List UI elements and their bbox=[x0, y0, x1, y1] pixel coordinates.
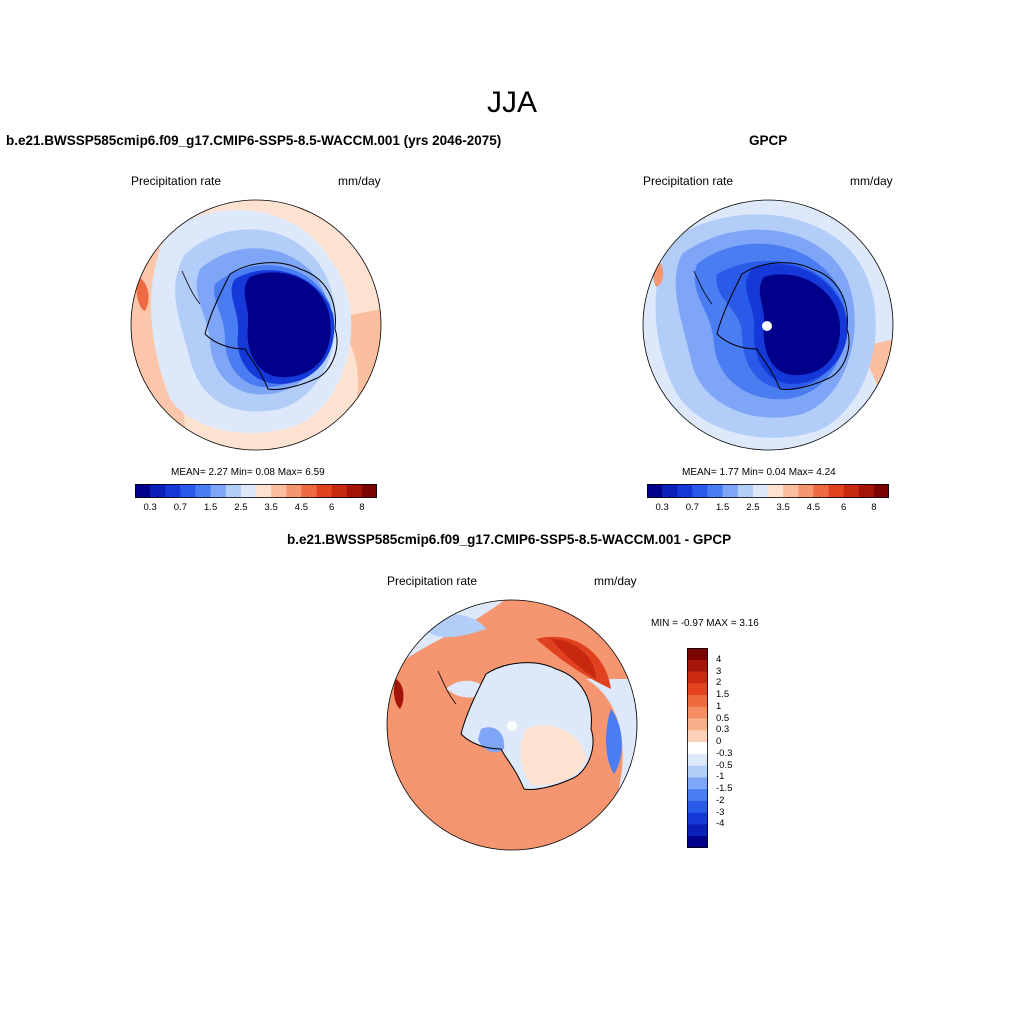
colorbar-swatch bbox=[687, 765, 708, 778]
colorbar-swatch bbox=[271, 484, 287, 498]
diff-precip-map bbox=[386, 599, 638, 851]
colorbar-tick-label: 6 bbox=[328, 502, 335, 513]
colorbar-swatch bbox=[316, 484, 332, 498]
colorbar-tick-label: 0.3 bbox=[143, 502, 157, 513]
colorbar-tick-label: -1.5 bbox=[716, 783, 733, 795]
colorbar-tick-label: 3.5 bbox=[264, 502, 278, 513]
colorbar-swatch bbox=[737, 484, 754, 498]
colorbar-tick-label: 0.7 bbox=[173, 502, 187, 513]
colorbar-swatch bbox=[240, 484, 257, 498]
colorbar-swatch bbox=[687, 718, 708, 731]
colorbar-swatch bbox=[813, 484, 829, 498]
colorbar-tick-label: 4.5 bbox=[294, 502, 308, 513]
colorbar-swatch bbox=[687, 812, 708, 825]
colorbar-swatch bbox=[768, 484, 784, 498]
colorbar-tick-label: 2.5 bbox=[746, 502, 760, 513]
colorbar-swatch bbox=[210, 484, 227, 498]
colorbar-swatch bbox=[687, 753, 708, 766]
colorbar-swatch bbox=[828, 484, 844, 498]
colorbar-swatch bbox=[873, 484, 889, 498]
model-stats: MEAN= 2.27 Min= 0.08 Max= 6.59 bbox=[171, 467, 325, 478]
obs-units-label: mm/day bbox=[850, 174, 893, 188]
colorbar-swatch bbox=[752, 484, 769, 498]
model-precip-map bbox=[130, 199, 382, 451]
colorbar-swatch bbox=[687, 742, 708, 755]
colorbar-swatch bbox=[195, 484, 211, 498]
model-colorbar bbox=[135, 484, 377, 498]
model-units-label: mm/day bbox=[338, 174, 381, 188]
colorbar-swatch bbox=[687, 777, 708, 790]
colorbar-swatch bbox=[687, 800, 708, 814]
colorbar-tick-label: 6 bbox=[840, 502, 847, 513]
obs-colorbar bbox=[647, 484, 889, 498]
diff-stats: MIN = -0.97 MAX = 3.16 bbox=[651, 618, 759, 629]
colorbar-tick-label: 0.3 bbox=[716, 724, 730, 736]
colorbar-tick-label: 1.5 bbox=[716, 502, 730, 513]
colorbar-tick-label: 8 bbox=[359, 502, 365, 513]
colorbar-swatch bbox=[256, 484, 272, 498]
colorbar-swatch bbox=[135, 484, 151, 498]
colorbar-tick-label: 8 bbox=[871, 502, 877, 513]
figure-title: JJA bbox=[486, 86, 537, 119]
colorbar-swatch bbox=[687, 706, 708, 719]
colorbar-swatch bbox=[687, 836, 708, 848]
model-panel-title: b.e21.BWSSP585cmip6.f09_g17.CMIP6-SSP5-8… bbox=[6, 133, 502, 148]
colorbar-tick-label: 0.5 bbox=[716, 712, 730, 724]
colorbar-swatch bbox=[798, 484, 814, 498]
colorbar-tick-label: 2 bbox=[716, 677, 722, 689]
diff-panel-title: b.e21.BWSSP585cmip6.f09_g17.CMIP6-SSP5-8… bbox=[287, 532, 732, 547]
colorbar-swatch bbox=[361, 484, 377, 498]
colorbar-tick-label: 1 bbox=[716, 700, 722, 712]
colorbar-swatch bbox=[331, 484, 348, 498]
colorbar-swatch bbox=[677, 484, 693, 498]
colorbar-tick-label: 3 bbox=[716, 665, 722, 677]
colorbar-swatch bbox=[687, 730, 708, 743]
colorbar-tick-label: 4.5 bbox=[806, 502, 820, 513]
colorbar-tick-label: 1.5 bbox=[204, 502, 218, 513]
colorbar-tick-label: 3.5 bbox=[776, 502, 790, 513]
colorbar-swatch bbox=[180, 484, 196, 498]
colorbar-swatch bbox=[647, 484, 663, 498]
colorbar-swatch bbox=[858, 484, 875, 498]
obs-precip-map bbox=[642, 199, 894, 451]
colorbar-swatch bbox=[722, 484, 739, 498]
colorbar-tick-label: -2 bbox=[716, 794, 725, 806]
colorbar-swatch bbox=[687, 659, 708, 672]
colorbar-tick-label: 2.5 bbox=[234, 502, 248, 513]
obs-variable-label: Precipitation rate bbox=[643, 174, 734, 188]
colorbar-swatch bbox=[783, 484, 799, 498]
model-variable-label: Precipitation rate bbox=[131, 174, 222, 188]
colorbar-tick-label: -3 bbox=[716, 806, 725, 818]
colorbar-tick-label: -1 bbox=[716, 771, 725, 783]
colorbar-swatch bbox=[687, 789, 708, 802]
diff-variable-label: Precipitation rate bbox=[387, 574, 478, 588]
colorbar-swatch bbox=[707, 484, 723, 498]
colorbar-tick-label: -4 bbox=[716, 818, 725, 830]
colorbar-tick-label: 0.7 bbox=[685, 502, 699, 513]
colorbar-swatch bbox=[687, 683, 708, 696]
obs-panel-title: GPCP bbox=[749, 133, 788, 148]
colorbar-swatch bbox=[301, 484, 317, 498]
colorbar-swatch bbox=[225, 484, 242, 498]
colorbar-tick-label: -0.5 bbox=[716, 759, 733, 771]
colorbar-swatch bbox=[165, 484, 181, 498]
colorbar-tick-label: -0.3 bbox=[716, 747, 733, 759]
diff-colorbar bbox=[687, 648, 708, 848]
colorbar-swatch bbox=[687, 824, 708, 837]
diff-units-label: mm/day bbox=[594, 574, 637, 588]
colorbar-tick-label: 0.3 bbox=[655, 502, 669, 513]
colorbar-swatch bbox=[687, 671, 708, 684]
colorbar-swatch bbox=[286, 484, 302, 498]
colorbar-swatch bbox=[150, 484, 166, 498]
colorbar-tick-label: 1.5 bbox=[716, 689, 730, 701]
colorbar-swatch bbox=[843, 484, 860, 498]
colorbar-swatch bbox=[692, 484, 708, 498]
colorbar-swatch bbox=[687, 695, 708, 708]
colorbar-tick-label: 0 bbox=[716, 736, 722, 748]
colorbar-swatch bbox=[687, 648, 708, 661]
colorbar-swatch bbox=[346, 484, 363, 498]
colorbar-tick-label: 4 bbox=[716, 653, 722, 665]
colorbar-swatch bbox=[662, 484, 678, 498]
obs-stats: MEAN= 1.77 Min= 0.04 Max= 4.24 bbox=[682, 467, 836, 478]
